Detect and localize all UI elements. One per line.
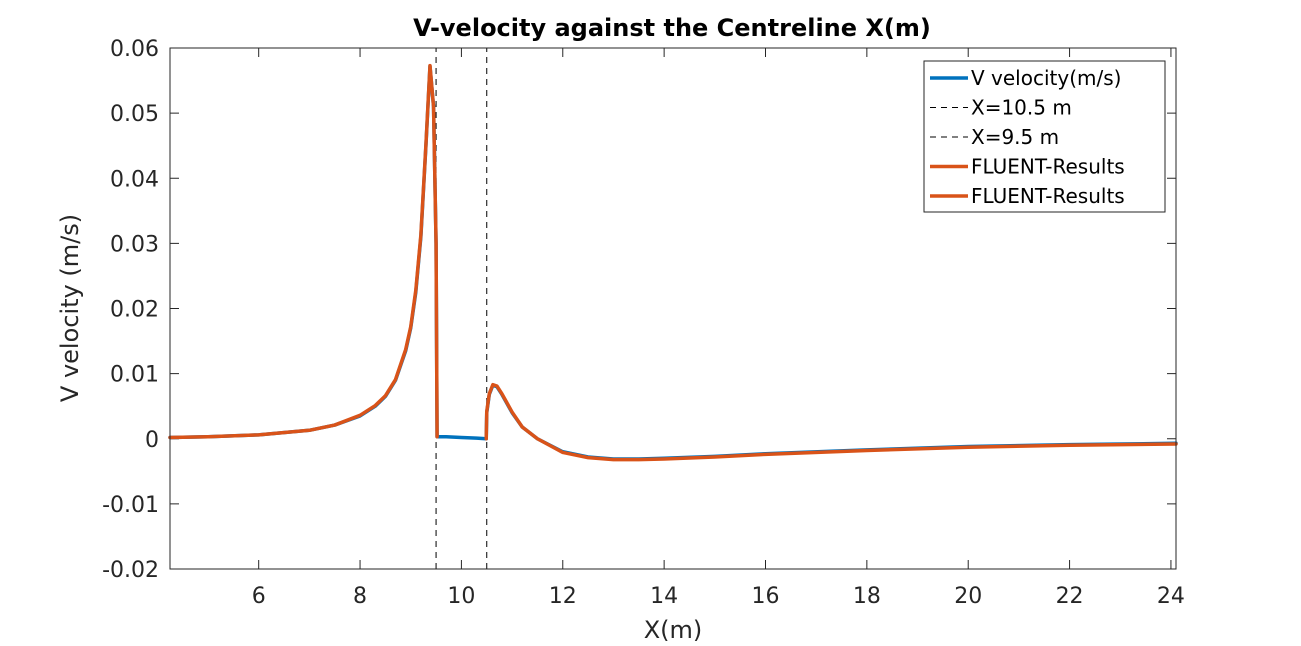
legend-label: X=10.5 m: [971, 96, 1072, 120]
y-tick-label: 0.03: [110, 232, 159, 257]
x-tick-label: 16: [751, 584, 779, 609]
x-tick-label: 14: [650, 584, 678, 609]
y-tick-label: 0.01: [110, 363, 159, 388]
legend-label: X=9.5 m: [971, 125, 1059, 149]
legend-label: FLUENT-Results: [971, 184, 1125, 208]
y-tick-label: -0.02: [102, 558, 159, 583]
x-tick-label: 24: [1157, 584, 1185, 609]
x-tick-label: 12: [549, 584, 577, 609]
series-line-4: [484, 382, 1178, 462]
x-tick-label: 8: [353, 584, 367, 609]
x-axis-label: X(m): [644, 616, 703, 644]
x-tick-label: 18: [853, 584, 881, 609]
x-tick-label: 20: [954, 584, 982, 609]
y-tick-label: 0.04: [110, 167, 159, 192]
chart-title: V-velocity against the Centreline X(m): [413, 14, 931, 42]
legend-label: V velocity(m/s): [971, 66, 1121, 90]
y-tick-label: 0.06: [110, 37, 159, 62]
x-tick-label: 22: [1056, 584, 1084, 609]
series-line-3: [168, 63, 439, 440]
y-tick-label: 0.05: [110, 102, 159, 127]
y-tick-label: 0.02: [110, 298, 159, 323]
axis-ticks: 6 8 10 12 14 16 18 20 22 24 -0.02 -0.01 0 0.01 0.02 0.0…: [102, 37, 1185, 609]
data-lines: [168, 48, 1178, 569]
x-tick-label: 6: [252, 584, 266, 609]
y-tick-label: -0.01: [102, 493, 159, 518]
legend: V velocity(m/s) X=10.5 m X=9.5 m FLUENT-Res…: [923, 60, 1166, 213]
y-tick-label: 0: [145, 428, 159, 453]
legend-label: FLUENT-Results: [971, 155, 1125, 179]
x-tick-label: 10: [447, 584, 475, 609]
axes-box: [169, 47, 1177, 570]
y-axis-label: V velocity (m/s): [56, 214, 84, 402]
